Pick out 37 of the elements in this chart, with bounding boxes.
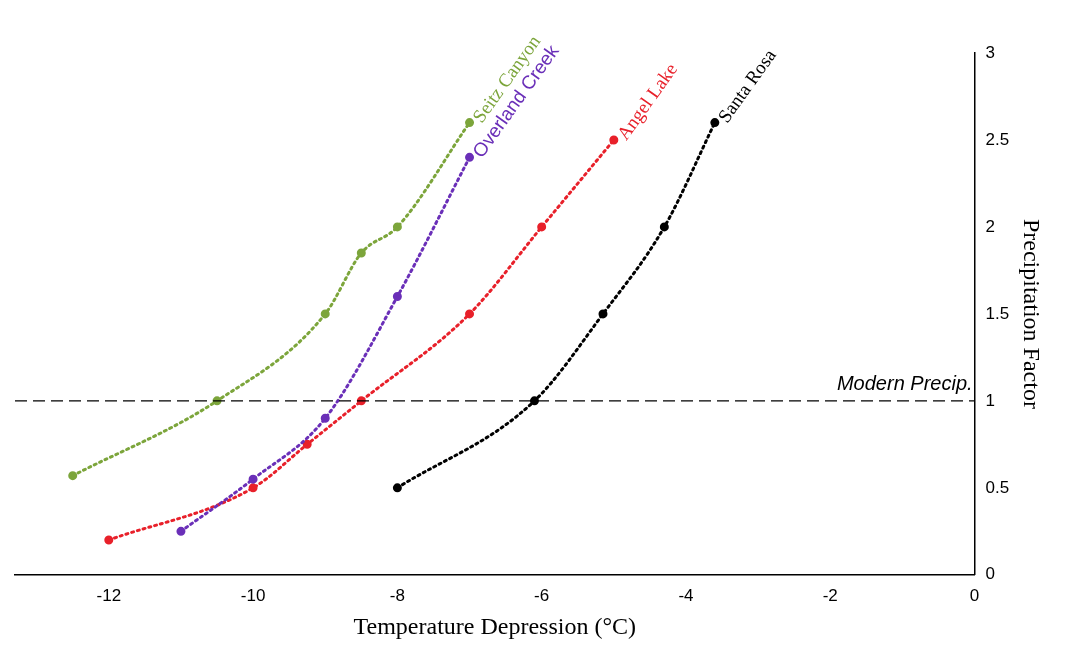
x-tick-label: -6: [534, 585, 550, 605]
point: [465, 152, 475, 162]
point: [392, 222, 402, 232]
x-tick-label: -12: [96, 585, 122, 605]
y-axis-title: Precipitation Factor: [1019, 218, 1046, 409]
y-tick-label: 0: [985, 564, 996, 584]
x-tick-label: -2: [822, 585, 838, 605]
point: [356, 248, 366, 258]
x-tick-label: 0: [969, 585, 980, 605]
point: [392, 483, 402, 493]
point: [320, 413, 330, 423]
x-tick-label: -4: [678, 585, 694, 605]
point: [248, 474, 258, 484]
point: [537, 222, 547, 232]
y-tick-label: 2.5: [985, 129, 1010, 149]
point: [598, 309, 608, 319]
point: [710, 118, 720, 128]
y-tick-label: 0.5: [985, 477, 1010, 497]
point: [248, 483, 258, 493]
point: [104, 535, 114, 545]
point: [302, 439, 312, 449]
x-tick-label: -10: [240, 585, 266, 605]
point: [392, 292, 402, 302]
point: [609, 135, 619, 145]
y-tick-label: 3: [985, 42, 996, 62]
ref-line-label: Modern Precip.: [836, 372, 973, 395]
x-tick-label: -8: [389, 585, 405, 605]
y-tick-label: 1.5: [985, 303, 1010, 323]
point: [176, 526, 186, 536]
point: [529, 396, 539, 406]
y-tick-label: 2: [985, 216, 996, 236]
point: [465, 309, 475, 319]
point: [68, 471, 78, 481]
y-tick-label: 1: [985, 390, 996, 410]
x-axis-title: Temperature Depression (°C): [353, 612, 637, 639]
point: [659, 222, 669, 232]
point: [320, 309, 330, 319]
